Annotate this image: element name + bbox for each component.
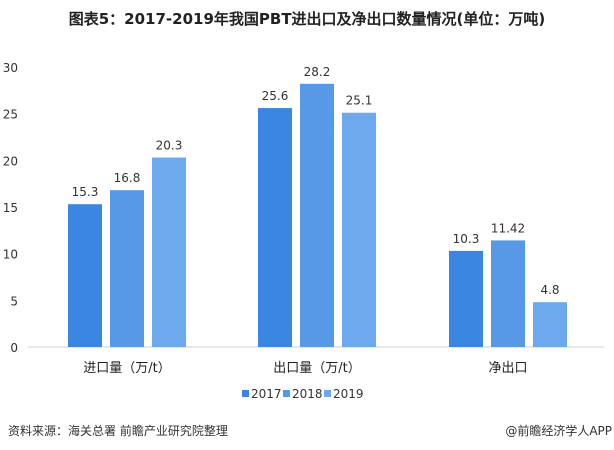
x-tick-label: 出口量（万/t） bbox=[273, 361, 360, 376]
bar-2019 bbox=[152, 157, 186, 347]
chart-title: 图表5：2017-2019年我国PBT进出口及净出口数量情况(单位：万吨) bbox=[68, 10, 546, 28]
credit-note: @前瞻经济学人APP bbox=[505, 424, 612, 438]
data-label: 16.8 bbox=[114, 171, 141, 185]
legend-label: 2017 bbox=[251, 387, 282, 401]
source-note: 资料来源：海关总署 前瞻产业研究院整理 bbox=[8, 424, 228, 438]
y-tick-label: 5 bbox=[10, 294, 18, 308]
bar-2019 bbox=[533, 302, 567, 347]
bar-2017 bbox=[68, 204, 102, 347]
x-tick-label: 进口量（万/t） bbox=[83, 361, 170, 376]
y-tick-label: 10 bbox=[3, 248, 18, 262]
y-tick-label: 20 bbox=[3, 154, 18, 168]
data-label: 4.8 bbox=[540, 283, 559, 297]
data-label: 10.3 bbox=[453, 232, 480, 246]
data-label: 25.6 bbox=[262, 89, 289, 103]
y-tick-label: 15 bbox=[3, 201, 18, 215]
bar-2019 bbox=[342, 112, 376, 347]
y-tick-label: 30 bbox=[3, 61, 18, 75]
data-label: 20.3 bbox=[156, 139, 183, 153]
legend-label: 2018 bbox=[292, 387, 323, 401]
data-label: 11.42 bbox=[491, 221, 525, 235]
legend-swatch-2018 bbox=[283, 390, 290, 397]
bar-2018 bbox=[491, 240, 525, 347]
x-tick-label: 净出口 bbox=[488, 361, 527, 376]
data-label: 28.2 bbox=[304, 65, 331, 79]
bar-2017 bbox=[258, 108, 292, 347]
bar-2018 bbox=[300, 83, 334, 348]
legend-swatch-2017 bbox=[242, 390, 249, 397]
legend-label: 2019 bbox=[333, 387, 364, 401]
data-label: 25.1 bbox=[346, 94, 373, 108]
y-tick-label: 25 bbox=[3, 108, 18, 122]
bar-2018 bbox=[110, 190, 144, 347]
data-label: 15.3 bbox=[72, 185, 99, 199]
bar-2017 bbox=[449, 250, 483, 347]
legend-swatch-2019 bbox=[324, 390, 331, 397]
y-tick-label: 0 bbox=[10, 341, 18, 355]
